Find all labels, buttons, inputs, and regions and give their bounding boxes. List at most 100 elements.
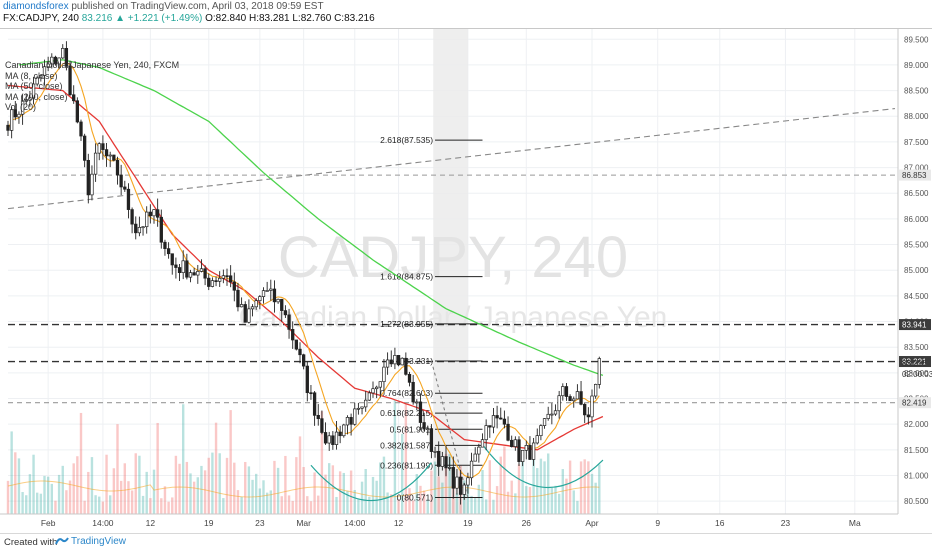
volume-bar: [506, 491, 510, 514]
candle-body: [90, 173, 94, 196]
candle-body: [159, 216, 163, 243]
chart-frame[interactable]: CADJPY, 240 Canadian Dollar / Japanese Ye…: [0, 28, 932, 534]
symbol-label: FX:CADJPY, 240: [3, 13, 79, 24]
candle-body: [404, 357, 408, 375]
volume-bar: [57, 474, 61, 514]
volume-bar: [360, 481, 364, 514]
volume-bar: [568, 460, 572, 514]
candle-body: [46, 63, 50, 68]
volume-bar: [196, 477, 199, 514]
volume-bar: [309, 501, 313, 514]
current-price-label: 83.216: [902, 359, 927, 368]
candle-body: [93, 152, 98, 175]
candle-body: [232, 281, 236, 291]
candle-body: [462, 484, 466, 495]
candle-body: [524, 445, 528, 451]
volume-bar: [448, 453, 451, 514]
fib-level-label: 0.618(82.215): [380, 408, 433, 418]
candle-body: [280, 298, 284, 311]
volume-bar: [236, 490, 240, 514]
volume-bar: [90, 457, 94, 514]
time-tick-label: 26: [522, 518, 532, 528]
volume-bar: [397, 499, 400, 514]
watermark-name: Canadian Dollar / Japanese Yen: [239, 301, 668, 334]
candle-body: [309, 392, 313, 395]
fib-retracement: 2.618(87.535) 1.618(84.875) 1.272(83.955) 1…: [380, 135, 483, 503]
volume-bar: [481, 470, 484, 514]
volume-bar: [207, 457, 210, 514]
candle-body: [385, 359, 390, 368]
volume-bar: [415, 474, 418, 514]
candle-body: [553, 410, 558, 415]
tradingview-logo-icon: [55, 537, 69, 545]
volume-bar: [68, 480, 72, 514]
candle-body: [323, 432, 328, 444]
volume-bar: [561, 469, 564, 514]
volume-bar: [79, 412, 83, 514]
candle-body: [597, 358, 601, 385]
volume-bar: [138, 455, 141, 514]
volume-bar: [284, 455, 287, 514]
price-tick-label: 86.500: [904, 189, 929, 198]
candle-body: [181, 260, 185, 274]
volume-bar: [43, 475, 46, 514]
volume-bar: [594, 482, 597, 514]
price-tick-label: 81.000: [904, 472, 929, 481]
time-tick-label: 9: [655, 518, 660, 528]
candle-body: [218, 277, 222, 282]
volume-bar: [214, 422, 218, 514]
volume-bar: [433, 461, 437, 514]
volume-bar: [200, 465, 203, 514]
candle-body: [488, 425, 492, 428]
time-tick-label: 14:00: [92, 518, 114, 528]
author-name[interactable]: diamondsforex: [3, 1, 69, 12]
candle-body: [455, 476, 459, 489]
volume-bar: [419, 485, 422, 514]
candle-body: [221, 275, 226, 279]
volume-bar: [302, 467, 305, 514]
volume-bar: [269, 490, 272, 514]
ohlc-values: O:82.840 H:83.281 L:82.760 C:83.216: [205, 13, 375, 24]
legend-ma8[interactable]: MA (8, close): [5, 70, 58, 81]
candle-body: [433, 450, 437, 453]
candle-body: [367, 392, 371, 401]
candle-body: [261, 290, 266, 297]
volume-bar: [298, 436, 302, 514]
tradingview-brand[interactable]: TradingView: [55, 536, 126, 547]
candle-body: [82, 135, 87, 161]
candle-body: [13, 109, 17, 118]
volume-bar: [583, 459, 586, 514]
fib-level-label: 2.618(87.535): [380, 135, 433, 145]
volume-bar: [346, 490, 349, 514]
volume-bar: [353, 490, 356, 514]
volume-bar: [76, 456, 79, 514]
volume-bar: [167, 501, 170, 514]
volume-bar: [109, 495, 112, 514]
candle-body: [86, 159, 90, 196]
candle-body: [53, 56, 58, 65]
candle-body: [64, 48, 69, 67]
candle-body: [174, 264, 178, 268]
price-tick-label: 83.500: [904, 343, 929, 352]
legend-ma50[interactable]: MA (50, close): [5, 81, 63, 91]
candle-body: [108, 154, 112, 157]
candle-body: [97, 143, 101, 154]
candle-body: [440, 456, 444, 467]
candle-body: [250, 306, 255, 310]
volume-bar: [262, 480, 265, 514]
time-tick-label: 19: [463, 518, 473, 528]
volume-bar: [156, 422, 159, 514]
candle-body: [375, 386, 379, 390]
candle-body: [477, 446, 481, 455]
candle-body: [583, 403, 587, 416]
legend-vol[interactable]: Vol (20): [5, 102, 37, 112]
candle-body: [491, 415, 496, 428]
candle-body: [126, 188, 131, 210]
volume-bar: [364, 469, 367, 514]
time-tick-label: 23: [781, 518, 791, 528]
price-tick-label: 86.000: [904, 215, 929, 224]
volume-bar: [141, 495, 145, 514]
price-chart[interactable]: CADJPY, 240 Canadian Dollar / Japanese Ye…: [0, 29, 932, 534]
volume-bar: [211, 452, 214, 514]
legend-ma200[interactable]: MA (200, close): [5, 91, 68, 102]
